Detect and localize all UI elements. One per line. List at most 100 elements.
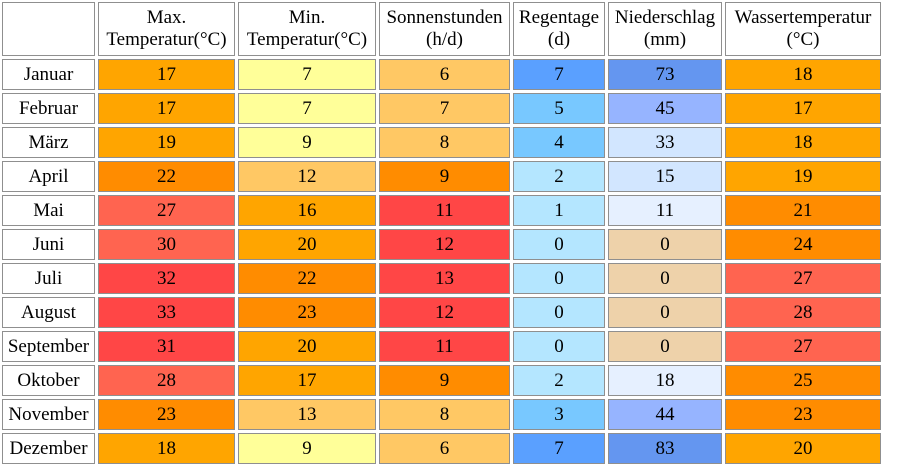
max-temp-cell: 17 [98,59,235,90]
sunshine-cell: 11 [379,195,510,226]
header-line-2: (mm) [643,29,687,50]
max-temp-cell: 33 [98,297,235,328]
month-label: Januar [2,59,95,90]
precipitation-cell: 15 [608,161,722,192]
max-temp-cell: 28 [98,365,235,396]
water-temp-cell: 23 [725,399,881,430]
table-row: November 23 13 8 3 44 23 [2,399,881,430]
header-line-1: Wassertemperatur [734,7,872,28]
sunshine-cell: 8 [379,399,510,430]
month-label: Dezember [2,433,95,464]
table-row: September 31 20 11 0 0 27 [2,331,881,362]
header-row: Max. Temperatur(°C) Min. Temperatur(°C) … [2,2,881,56]
header-line-2: Temperatur(°C) [106,29,227,50]
water-temp-cell: 20 [725,433,881,464]
table-row: Oktober 28 17 9 2 18 25 [2,365,881,396]
sunshine-cell: 12 [379,229,510,260]
month-label: Februar [2,93,95,124]
header-line-2: (°C) [786,29,820,50]
header-line-2: Temperatur(°C) [246,29,368,50]
precipitation-cell: 0 [608,229,722,260]
rain-days-cell: 4 [513,127,605,158]
water-temp-cell: 24 [725,229,881,260]
month-label: April [2,161,95,192]
water-temp-cell: 25 [725,365,881,396]
water-temp-cell: 21 [725,195,881,226]
min-temp-cell: 20 [238,331,376,362]
header-water-temperature: Wassertemperatur (°C) [725,2,881,56]
climate-table-body: Januar 17 7 6 7 73 18 Februar 17 7 7 5 45 17 März 19 9 8 4… [2,59,881,464]
water-temp-cell: 27 [725,263,881,294]
header-line-2: (d) [547,29,571,50]
min-temp-cell: 20 [238,229,376,260]
rain-days-cell: 2 [513,161,605,192]
header-month-corner [2,2,95,56]
precipitation-cell: 0 [608,263,722,294]
table-row: Juni 30 20 12 0 0 24 [2,229,881,260]
table-row: Dezember 18 9 6 7 83 20 [2,433,881,464]
rain-days-cell: 0 [513,331,605,362]
table-row: Juli 32 22 13 0 0 27 [2,263,881,294]
header-max-temperature: Max. Temperatur(°C) [98,2,235,56]
header-line-1: Regentage [518,7,600,28]
min-temp-cell: 7 [238,93,376,124]
water-temp-cell: 19 [725,161,881,192]
month-label: November [2,399,95,430]
rain-days-cell: 7 [513,59,605,90]
water-temp-cell: 18 [725,127,881,158]
sunshine-cell: 11 [379,331,510,362]
sunshine-cell: 6 [379,59,510,90]
max-temp-cell: 23 [98,399,235,430]
precipitation-cell: 18 [608,365,722,396]
min-temp-cell: 22 [238,263,376,294]
max-temp-cell: 17 [98,93,235,124]
max-temp-cell: 19 [98,127,235,158]
rain-days-cell: 0 [513,229,605,260]
header-line-1: Sonnenstunden [386,7,503,28]
min-temp-cell: 12 [238,161,376,192]
max-temp-cell: 31 [98,331,235,362]
table-row: Februar 17 7 7 5 45 17 [2,93,881,124]
precipitation-cell: 83 [608,433,722,464]
header-sunshine-hours: Sonnenstunden (h/d) [379,2,510,56]
table-row: August 33 23 12 0 0 28 [2,297,881,328]
min-temp-cell: 23 [238,297,376,328]
max-temp-cell: 30 [98,229,235,260]
month-label: Oktober [2,365,95,396]
month-label: Juli [2,263,95,294]
precipitation-cell: 45 [608,93,722,124]
sunshine-cell: 8 [379,127,510,158]
sunshine-cell: 12 [379,297,510,328]
header-line-1: Niederschlag [614,7,716,28]
max-temp-cell: 18 [98,433,235,464]
header-line-2: (h/d) [426,29,463,50]
rain-days-cell: 5 [513,93,605,124]
precipitation-cell: 44 [608,399,722,430]
max-temp-cell: 32 [98,263,235,294]
table-row: April 22 12 9 2 15 19 [2,161,881,192]
rain-days-cell: 0 [513,297,605,328]
precipitation-cell: 33 [608,127,722,158]
month-label: Mai [2,195,95,226]
rain-days-cell: 0 [513,263,605,294]
header-line-1: Min. [288,7,326,28]
min-temp-cell: 13 [238,399,376,430]
min-temp-cell: 7 [238,59,376,90]
sunshine-cell: 13 [379,263,510,294]
water-temp-cell: 17 [725,93,881,124]
sunshine-cell: 9 [379,161,510,192]
precipitation-cell: 0 [608,331,722,362]
rain-days-cell: 3 [513,399,605,430]
month-label: Juni [2,229,95,260]
header-min-temperature: Min. Temperatur(°C) [238,2,376,56]
sunshine-cell: 7 [379,93,510,124]
precipitation-cell: 11 [608,195,722,226]
header-precipitation: Niederschlag (mm) [608,2,722,56]
sunshine-cell: 6 [379,433,510,464]
sunshine-cell: 9 [379,365,510,396]
min-temp-cell: 9 [238,127,376,158]
header-rain-days: Regentage (d) [513,2,605,56]
rain-days-cell: 2 [513,365,605,396]
min-temp-cell: 17 [238,365,376,396]
